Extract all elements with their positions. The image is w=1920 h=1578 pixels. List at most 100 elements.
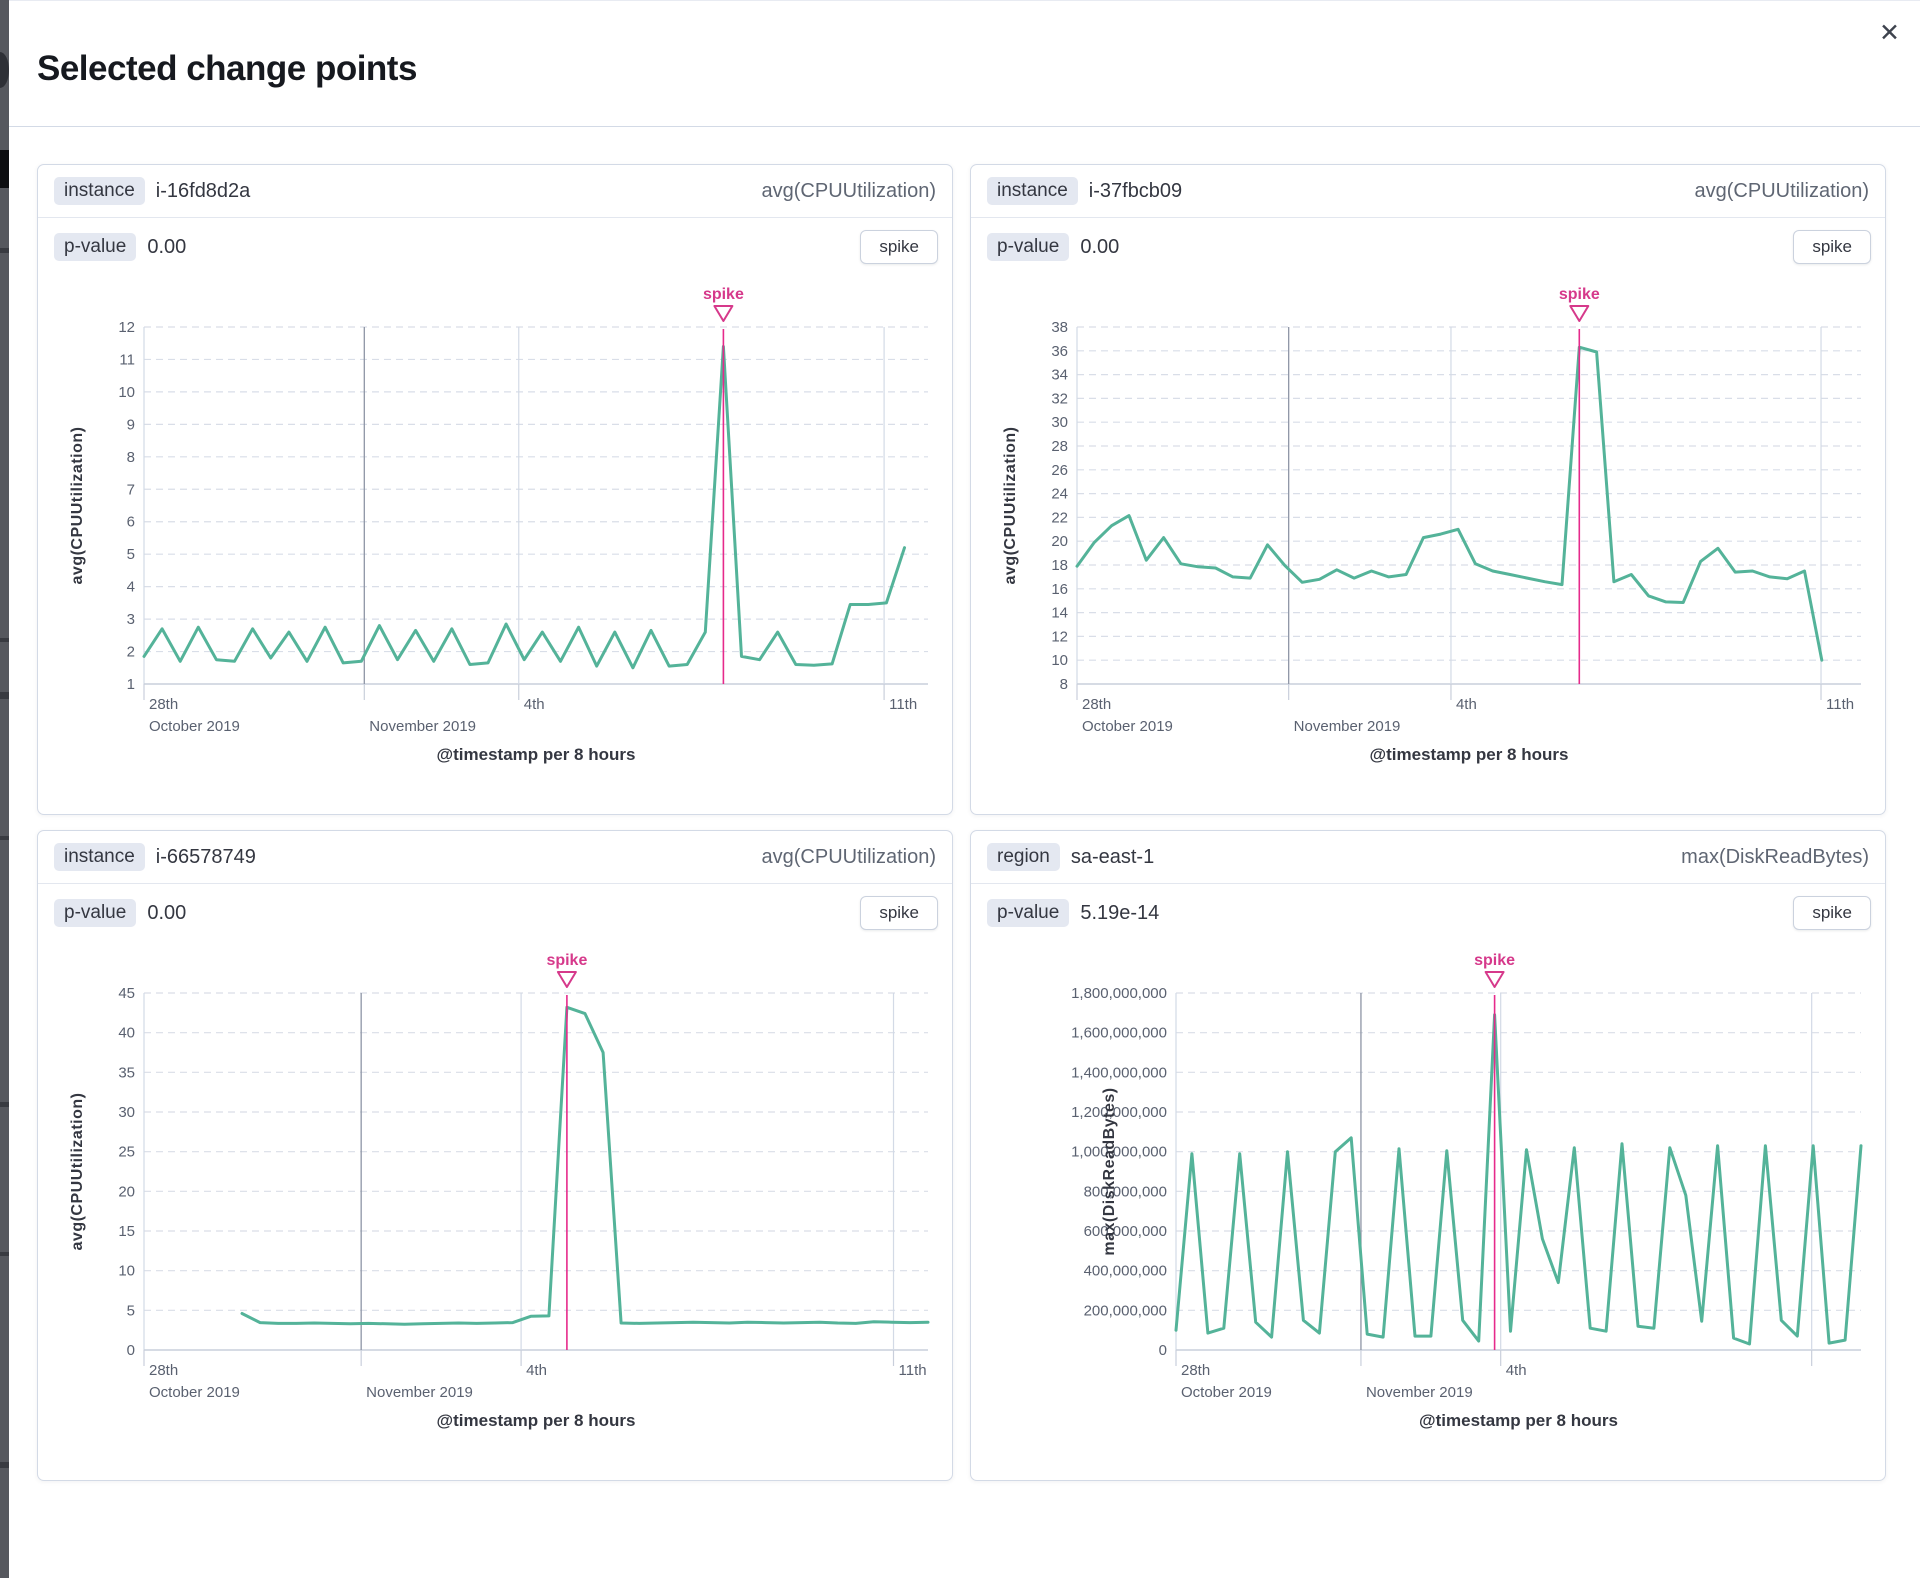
svg-text:4th: 4th <box>524 696 545 713</box>
svg-text:24: 24 <box>1051 486 1068 503</box>
p-value-group: p-value 0.00 <box>54 233 186 261</box>
series-line <box>1174 1013 1863 1346</box>
svg-text:November 2019: November 2019 <box>1294 718 1401 735</box>
svg-text:40: 40 <box>118 1025 135 1042</box>
x-axis-title: @timestamp per 8 hours <box>1370 745 1569 764</box>
svg-text:0: 0 <box>127 1342 135 1359</box>
svg-text:28th: 28th <box>1082 696 1111 713</box>
svg-text:6: 6 <box>127 514 135 531</box>
page-title: Selected change points <box>37 48 417 88</box>
svg-text:800,000,000: 800,000,000 <box>1084 1183 1167 1200</box>
svg-text:38: 38 <box>1051 319 1068 336</box>
metric-label: avg(CPUUtilization) <box>761 179 937 202</box>
svg-text:1,800,000,000: 1,800,000,000 <box>1071 985 1167 1002</box>
svg-text:34: 34 <box>1051 367 1068 384</box>
svg-text:11th: 11th <box>899 1362 927 1379</box>
spike-annotation-label: spike <box>703 286 744 303</box>
svg-text:28: 28 <box>1051 438 1068 455</box>
svg-text:1,400,000,000: 1,400,000,000 <box>1071 1064 1167 1081</box>
card-header: instance i-37fbcb09 avg(CPUUtilization) <box>971 165 1885 218</box>
svg-text:22: 22 <box>1051 509 1068 526</box>
modal-header: Selected change points ✕ <box>9 1 1920 127</box>
svg-text:October 2019: October 2019 <box>149 1384 240 1401</box>
chart-svg: 12 11 10 9 8 7 6 5 4 3 2 1 28th October 2019 November … <box>69 286 928 764</box>
svg-text:20: 20 <box>1051 533 1068 550</box>
spike-type-button[interactable]: spike <box>860 230 938 264</box>
svg-text:October 2019: October 2019 <box>1082 718 1173 735</box>
svg-text:28th: 28th <box>149 1362 178 1379</box>
svg-text:15: 15 <box>118 1223 135 1240</box>
x-axis-title: @timestamp per 8 hours <box>437 745 636 764</box>
svg-text:400,000,000: 400,000,000 <box>1084 1263 1167 1280</box>
background-app-mark <box>0 1462 9 1468</box>
p-value-badge: p-value <box>987 899 1070 927</box>
svg-text:5: 5 <box>127 546 135 563</box>
svg-text:10: 10 <box>118 1263 135 1280</box>
svg-text:12: 12 <box>118 319 135 336</box>
background-app-mark <box>0 836 9 840</box>
svg-text:30: 30 <box>118 1104 135 1121</box>
spike-annotation-label: spike <box>1559 286 1600 303</box>
svg-text:600,000,000: 600,000,000 <box>1084 1223 1167 1240</box>
svg-text:November 2019: November 2019 <box>366 1384 473 1401</box>
y-axis-title: max(DiskReadBytes) <box>1101 1087 1118 1255</box>
svg-text:16: 16 <box>1051 581 1068 598</box>
card-header: instance i-66578749 avg(CPUUtilization) <box>38 831 952 884</box>
svg-text:12: 12 <box>1051 628 1068 645</box>
field-name-badge: region <box>987 843 1060 871</box>
change-point-cards-grid: instance i-16fd8d2a avg(CPUUtilization) … <box>9 127 1920 1531</box>
card-header: region sa-east-1 max(DiskReadBytes) <box>971 831 1885 884</box>
spike-type-button[interactable]: spike <box>1793 896 1871 930</box>
chart-container: 38 36 34 32 30 28 26 24 22 20 18 16 14 12 10 8 28th Octob… <box>971 270 1885 814</box>
svg-text:October 2019: October 2019 <box>149 718 240 735</box>
spike-marker-icon <box>556 971 577 988</box>
svg-text:8: 8 <box>127 449 135 466</box>
field-name-badge: instance <box>54 843 145 871</box>
card-subheader: p-value 5.19e-14 spike <box>971 884 1885 936</box>
background-app-mark <box>0 248 9 253</box>
x-axis-title: @timestamp per 8 hours <box>437 1411 636 1430</box>
p-value-group: p-value 5.19e-14 <box>987 899 1159 927</box>
svg-text:9: 9 <box>127 416 135 433</box>
background-app-icon <box>0 150 9 188</box>
field-name-badge: instance <box>54 177 145 205</box>
y-axis-title: avg(CPUUtilization) <box>69 427 86 585</box>
spike-type-button[interactable]: spike <box>860 896 938 930</box>
series-line <box>142 345 906 670</box>
field-value: sa-east-1 <box>1070 845 1155 868</box>
background-app-edge <box>0 0 9 1578</box>
card-subheader: p-value 0.00 spike <box>38 884 952 936</box>
metric-label: max(DiskReadBytes) <box>1681 845 1869 868</box>
p-value-text: 5.19e-14 <box>1080 901 1160 924</box>
svg-text:1: 1 <box>127 676 135 693</box>
chart-container: 45 40 35 30 25 20 15 10 5 0 28th October 2019 Novemb… <box>38 936 952 1480</box>
svg-text:4: 4 <box>127 579 135 596</box>
series-line <box>1075 345 1824 662</box>
svg-text:4th: 4th <box>1506 1362 1527 1379</box>
svg-text:0: 0 <box>1159 1342 1167 1359</box>
split-field: instance i-66578749 <box>54 843 256 871</box>
svg-text:11th: 11th <box>1826 696 1854 713</box>
split-field: instance i-37fbcb09 <box>987 177 1182 205</box>
svg-text:3: 3 <box>127 611 135 628</box>
change-point-card: instance i-16fd8d2a avg(CPUUtilization) … <box>37 164 953 815</box>
svg-text:25: 25 <box>118 1144 135 1161</box>
svg-text:4th: 4th <box>1456 696 1477 713</box>
spike-type-button[interactable]: spike <box>1793 230 1871 264</box>
metric-label: avg(CPUUtilization) <box>761 845 937 868</box>
change-point-card: region sa-east-1 max(DiskReadBytes) p-va… <box>970 830 1886 1481</box>
field-value: i-37fbcb09 <box>1088 179 1183 202</box>
spike-marker-icon <box>1569 305 1590 322</box>
card-header: instance i-16fd8d2a avg(CPUUtilization) <box>38 165 952 218</box>
svg-text:26: 26 <box>1051 462 1068 479</box>
p-value-text: 0.00 <box>1080 235 1120 258</box>
svg-text:1,600,000,000: 1,600,000,000 <box>1071 1025 1167 1042</box>
change-points-modal: Selected change points ✕ instance i-16fd… <box>9 0 1920 1578</box>
svg-text:14: 14 <box>1051 605 1068 622</box>
change-point-card: instance i-37fbcb09 avg(CPUUtilization) … <box>970 164 1886 815</box>
svg-text:1,200,000,000: 1,200,000,000 <box>1071 1104 1167 1121</box>
change-point-card: instance i-66578749 avg(CPUUtilization) … <box>37 830 953 1481</box>
close-icon[interactable]: ✕ <box>1873 15 1906 52</box>
svg-text:32: 32 <box>1051 390 1068 407</box>
